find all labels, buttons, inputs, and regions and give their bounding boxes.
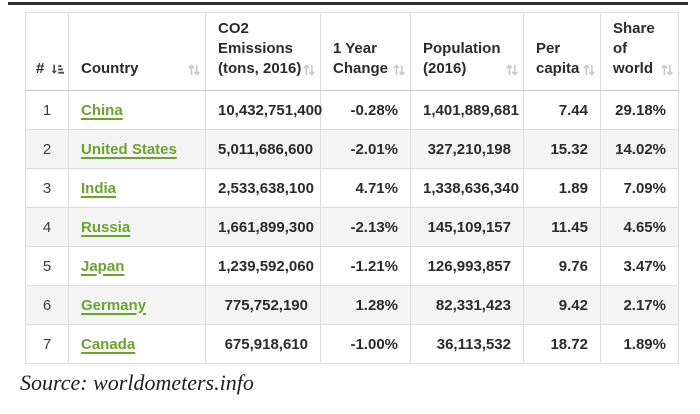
column-header-country[interactable]: Country <box>68 12 206 91</box>
table-row: 6 Germany 775,752,190 1.28% 82,331,423 9… <box>25 285 679 325</box>
rank-cell: 7 <box>25 324 69 364</box>
table-row: 5 Japan 1,239,592,060 -1.21% 126,993,857… <box>25 246 679 286</box>
rank-cell: 2 <box>25 129 69 169</box>
country-link[interactable]: Canada <box>81 335 136 353</box>
population-cell: 82,331,423 <box>410 285 524 325</box>
sort-updown-icon <box>302 63 316 77</box>
co2-emissions-cell: 5,011,686,600 <box>205 129 321 169</box>
sort-updown-icon <box>505 63 519 77</box>
share-of-world-cell: 3.47% <box>600 246 679 286</box>
co2-emissions-cell: 775,752,190 <box>205 285 321 325</box>
sort-amount-icon <box>50 63 64 77</box>
co2-emissions-cell: 675,918,610 <box>205 324 321 364</box>
per-capita-cell: 9.76 <box>523 246 601 286</box>
share-of-world-cell: 1.89% <box>600 324 679 364</box>
one-year-change-cell: -2.01% <box>320 129 411 169</box>
one-year-change-cell: -1.00% <box>320 324 411 364</box>
country-cell: Germany <box>68 285 206 325</box>
column-header-per-capita[interactable]: Per capita <box>523 12 601 91</box>
country-cell: Canada <box>68 324 206 364</box>
one-year-change-cell: 4.71% <box>320 168 411 208</box>
per-capita-cell: 1.89 <box>523 168 601 208</box>
column-header-1-year-change[interactable]: 1 Year Change <box>320 12 411 91</box>
one-year-change-cell: 1.28% <box>320 285 411 325</box>
column-header-label: 1 Year Change <box>333 40 389 77</box>
sort-updown-icon <box>392 63 406 77</box>
share-of-world-cell: 14.02% <box>600 129 679 169</box>
country-cell: Russia <box>68 207 206 247</box>
rank-cell: 5 <box>25 246 69 286</box>
column-header-rank[interactable]: # <box>25 12 69 91</box>
column-header-label: Population (2016) <box>423 40 501 77</box>
co2-emissions-cell: 1,661,899,300 <box>205 207 321 247</box>
column-header-co2-emissions[interactable]: CO2 Emissions (tons, 2016) <box>205 12 321 91</box>
co2-emissions-cell: 10,432,751,400 <box>205 90 322 130</box>
column-header-label: Share of world <box>613 20 655 77</box>
table-row: 7 Canada 675,918,610 -1.00% 36,113,532 1… <box>25 324 679 364</box>
country-cell: Japan <box>68 246 206 286</box>
country-cell: United States <box>68 129 206 169</box>
country-link[interactable]: Germany <box>81 296 147 314</box>
rank-cell: 6 <box>25 285 69 325</box>
header-row: # Country <box>25 12 679 91</box>
rank-cell: 4 <box>25 207 69 247</box>
table-row: 1 China 10,432,751,400 -0.28% 1,401,889,… <box>25 90 679 130</box>
column-header-label: CO2 Emissions (tons, 2016) <box>218 20 302 77</box>
one-year-change-cell: -1.21% <box>320 246 411 286</box>
country-cell: China <box>68 90 206 130</box>
screenshot-top-edge <box>8 2 688 5</box>
country-link[interactable]: Japan <box>81 257 125 275</box>
population-cell: 1,401,889,681 <box>410 90 524 130</box>
column-header-label: # <box>36 60 45 77</box>
table-body: 1 China 10,432,751,400 -0.28% 1,401,889,… <box>25 90 679 364</box>
sort-updown-icon <box>660 63 674 77</box>
country-link[interactable]: China <box>81 101 123 119</box>
per-capita-cell: 15.32 <box>523 129 601 169</box>
share-of-world-cell: 7.09% <box>600 168 679 208</box>
population-cell: 1,338,636,340 <box>410 168 524 208</box>
one-year-change-cell: -2.13% <box>320 207 411 247</box>
share-of-world-cell: 4.65% <box>600 207 679 247</box>
per-capita-cell: 18.72 <box>523 324 601 364</box>
one-year-change-cell: -0.28% <box>320 90 411 130</box>
co2-emissions-cell: 2,533,638,100 <box>205 168 321 208</box>
country-cell: India <box>68 168 206 208</box>
population-cell: 327,210,198 <box>410 129 524 169</box>
table-row: 3 India 2,533,638,100 4.71% 1,338,636,34… <box>25 168 679 208</box>
per-capita-cell: 7.44 <box>523 90 601 130</box>
country-link[interactable]: India <box>81 179 117 197</box>
table-row: 4 Russia 1,661,899,300 -2.13% 145,109,15… <box>25 207 679 247</box>
share-of-world-cell: 29.18% <box>600 90 679 130</box>
country-link[interactable]: United States <box>81 140 177 158</box>
population-cell: 126,993,857 <box>410 246 524 286</box>
co2-emissions-table: # Country <box>25 12 679 364</box>
co2-emissions-cell: 1,239,592,060 <box>205 246 321 286</box>
sort-updown-icon <box>582 63 596 77</box>
country-link[interactable]: Russia <box>81 218 131 236</box>
population-cell: 145,109,157 <box>410 207 524 247</box>
column-header-population[interactable]: Population (2016) <box>410 12 524 91</box>
population-cell: 36,113,532 <box>410 324 524 364</box>
per-capita-cell: 9.42 <box>523 285 601 325</box>
rank-cell: 1 <box>25 90 69 130</box>
per-capita-cell: 11.45 <box>523 207 601 247</box>
source-citation: Source: worldometers.info <box>20 370 254 395</box>
table-row: 2 United States 5,011,686,600 -2.01% 327… <box>25 129 679 169</box>
column-header-label: Country <box>81 60 139 77</box>
rank-cell: 3 <box>25 168 69 208</box>
sort-updown-icon <box>187 63 201 77</box>
column-header-label: Per capita <box>536 40 580 77</box>
share-of-world-cell: 2.17% <box>600 285 679 325</box>
column-header-share-of-world[interactable]: Share of world <box>600 12 679 91</box>
